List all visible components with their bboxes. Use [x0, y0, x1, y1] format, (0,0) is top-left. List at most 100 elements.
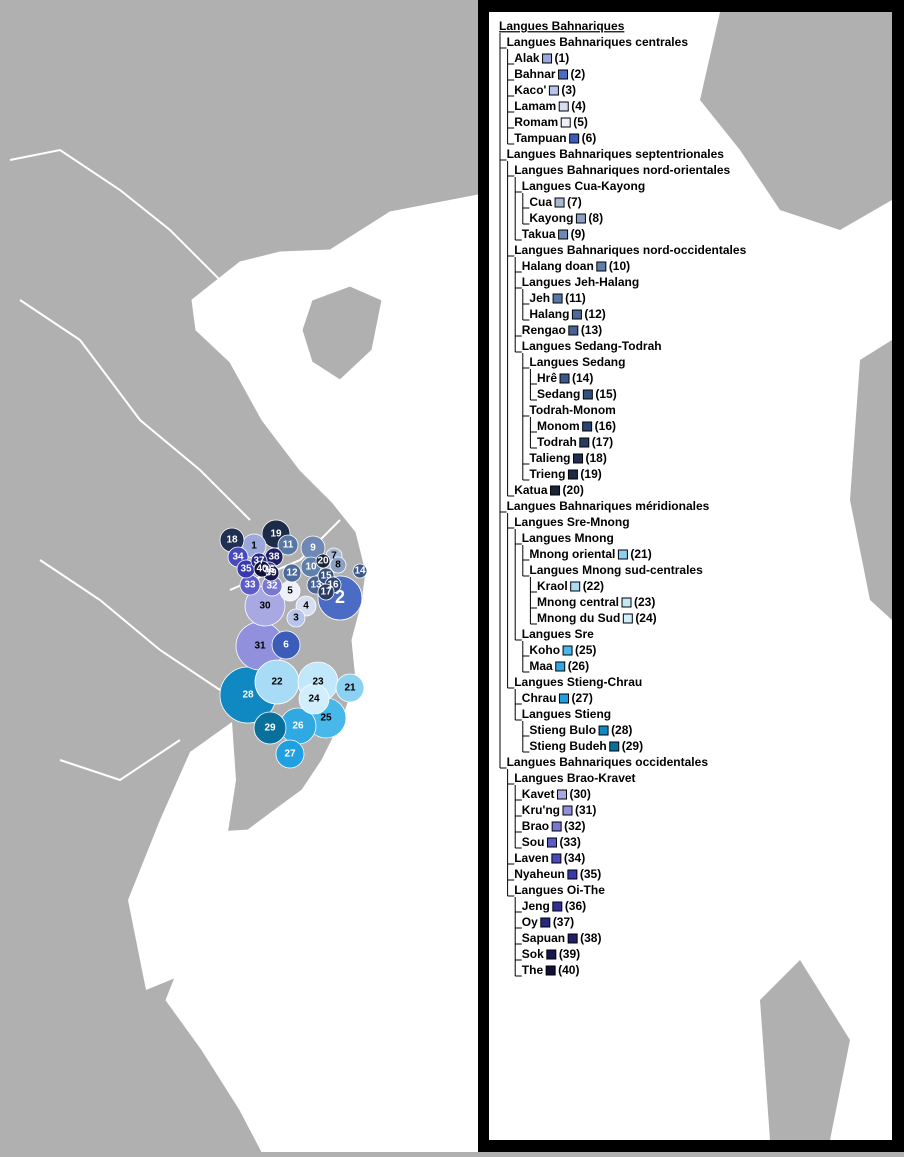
language-region — [286, 608, 306, 628]
legend-code: (34) — [564, 851, 585, 865]
legend-code: (6) — [582, 131, 597, 145]
legend-label: Sou — [522, 835, 545, 849]
region-number: 5 — [287, 586, 293, 597]
region-number: 3 — [293, 613, 299, 624]
legend-label: Jeh — [529, 291, 550, 305]
legend-swatch — [550, 485, 561, 496]
legend-swatch — [554, 197, 565, 208]
legend-label: Stieng Bulo — [529, 723, 596, 737]
legend-label: Trieng — [529, 467, 565, 481]
legend-label: Kavet — [522, 787, 555, 801]
legend-label: Langues Stieng-Chrau — [514, 675, 642, 689]
region-number: 24 — [308, 694, 320, 705]
legend-code: (31) — [575, 803, 596, 817]
region-number: 22 — [271, 677, 283, 688]
legend-swatch — [562, 645, 573, 656]
legend-swatch — [596, 261, 607, 272]
legend-code: (37) — [553, 915, 574, 929]
region-number: 28 — [242, 690, 254, 701]
region-number: 17 — [320, 587, 332, 598]
legend-swatch — [568, 325, 579, 336]
legend-code: (25) — [575, 643, 596, 657]
region-number: 10 — [305, 562, 317, 573]
region-number: 34 — [232, 552, 244, 563]
legend-code: (16) — [595, 419, 616, 433]
legend-swatch — [567, 469, 578, 480]
legend-label: Kru'ng — [522, 803, 560, 817]
language-region — [352, 563, 368, 579]
legend-code: (24) — [635, 611, 656, 625]
legend-swatch — [570, 581, 581, 592]
language-region — [298, 683, 330, 715]
legend-label: Langues Bahnariques nord-occidentales — [514, 243, 746, 257]
legend-code: (28) — [611, 723, 632, 737]
legend-swatch — [542, 53, 553, 64]
legend-code: (29) — [622, 739, 643, 753]
legend-swatch — [621, 597, 632, 608]
legend-code: (36) — [565, 899, 586, 913]
legend-code: (32) — [564, 819, 585, 833]
legend-swatch — [545, 965, 556, 976]
region-number: 27 — [284, 749, 296, 760]
legend-label: Nyaheun — [514, 867, 565, 881]
region-number: 20 — [317, 556, 329, 567]
language-region — [277, 534, 299, 556]
legend-swatch — [552, 901, 563, 912]
region-number: 21 — [344, 683, 356, 694]
legend-swatch — [546, 837, 557, 848]
region-number: 36 — [263, 565, 275, 576]
legend-label: Langues Bahnariques méridionales — [507, 499, 710, 513]
region-number: 30 — [259, 601, 271, 612]
region-number: 38 — [268, 552, 280, 563]
legend-code: (7) — [567, 195, 582, 209]
language-region — [315, 553, 331, 569]
legend-code: (40) — [558, 963, 579, 977]
legend-label: Alak — [514, 51, 540, 65]
region-number: 16 — [327, 580, 339, 591]
legend-swatch — [579, 437, 590, 448]
region-number: 37 — [253, 556, 265, 567]
legend-swatch — [560, 117, 571, 128]
legend-code: (1) — [555, 51, 570, 65]
language-region — [253, 711, 287, 745]
legend-label: Sedang — [537, 387, 580, 401]
region-number: 4 — [303, 601, 309, 612]
legend-label: Sok — [522, 947, 544, 961]
region-number: 39 — [265, 568, 277, 579]
legend-swatch — [617, 549, 628, 560]
legend-swatch — [582, 421, 593, 432]
legend-label: Langues Bahnariques — [499, 19, 625, 33]
legend-swatch — [556, 789, 567, 800]
legend-label: Halang doan — [522, 259, 594, 273]
region-number: 29 — [264, 723, 276, 734]
legend-label: Langues Mnong sud-centrales — [529, 563, 703, 577]
legend-label: Kaco' — [514, 83, 546, 97]
legend-swatch — [552, 293, 563, 304]
region-number: 31 — [254, 641, 266, 652]
legend-label: Langues Sedang-Todrah — [522, 339, 662, 353]
legend-swatch — [598, 725, 609, 736]
legend-swatch — [573, 453, 584, 464]
legend-code: (18) — [586, 451, 607, 465]
legend-code: (39) — [559, 947, 580, 961]
legend-code: (13) — [581, 323, 602, 337]
region-number: 23 — [312, 677, 324, 688]
legend-code: (22) — [583, 579, 604, 593]
legend-code: (11) — [565, 291, 586, 305]
region-number: 11 — [283, 540, 294, 551]
legend-label: Sapuan — [522, 931, 565, 945]
region-number: 12 — [286, 568, 298, 579]
legend-label: Maa — [529, 659, 553, 673]
legend-label: Brao — [522, 819, 549, 833]
region-number: 2 — [335, 587, 345, 607]
legend-label: Tampuan — [514, 131, 566, 145]
legend-swatch — [540, 917, 551, 928]
legend-swatch — [567, 933, 578, 944]
legend-swatch — [571, 309, 582, 320]
legend-label: Mnong central — [537, 595, 619, 609]
legend-label: Langues Bahnariques nord-orientales — [514, 163, 730, 177]
legend-label: Oy — [522, 915, 538, 929]
legend-swatch — [548, 85, 559, 96]
region-number: 9 — [310, 543, 316, 554]
region-number: 18 — [226, 535, 238, 546]
